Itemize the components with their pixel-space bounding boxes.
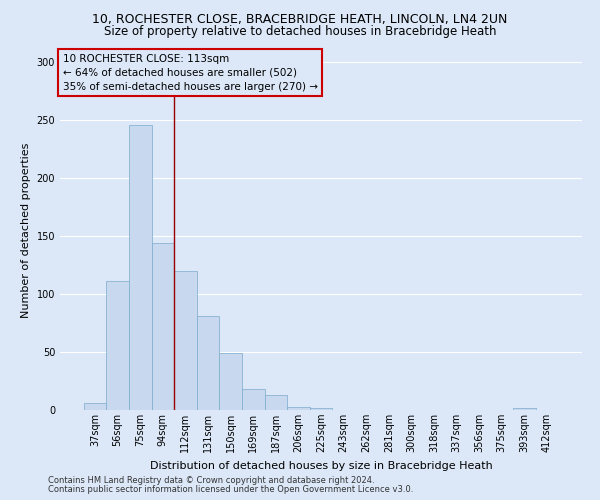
Bar: [106, 281, 129, 410]
Bar: [220, 353, 242, 410]
Bar: [197, 316, 220, 410]
Bar: [287, 406, 310, 410]
Bar: [310, 408, 332, 410]
Bar: [129, 126, 152, 410]
Bar: [265, 395, 287, 410]
Bar: [513, 408, 536, 410]
Text: 10 ROCHESTER CLOSE: 113sqm
← 64% of detached houses are smaller (502)
35% of sem: 10 ROCHESTER CLOSE: 113sqm ← 64% of deta…: [62, 54, 317, 92]
Text: Contains HM Land Registry data © Crown copyright and database right 2024.: Contains HM Land Registry data © Crown c…: [48, 476, 374, 485]
Y-axis label: Number of detached properties: Number of detached properties: [21, 142, 31, 318]
X-axis label: Distribution of detached houses by size in Bracebridge Heath: Distribution of detached houses by size …: [149, 460, 493, 470]
Text: Size of property relative to detached houses in Bracebridge Heath: Size of property relative to detached ho…: [104, 25, 496, 38]
Bar: [242, 389, 265, 410]
Text: 10, ROCHESTER CLOSE, BRACEBRIDGE HEATH, LINCOLN, LN4 2UN: 10, ROCHESTER CLOSE, BRACEBRIDGE HEATH, …: [92, 12, 508, 26]
Text: Contains public sector information licensed under the Open Government Licence v3: Contains public sector information licen…: [48, 485, 413, 494]
Bar: [152, 243, 174, 410]
Bar: [174, 270, 197, 410]
Bar: [84, 403, 106, 410]
